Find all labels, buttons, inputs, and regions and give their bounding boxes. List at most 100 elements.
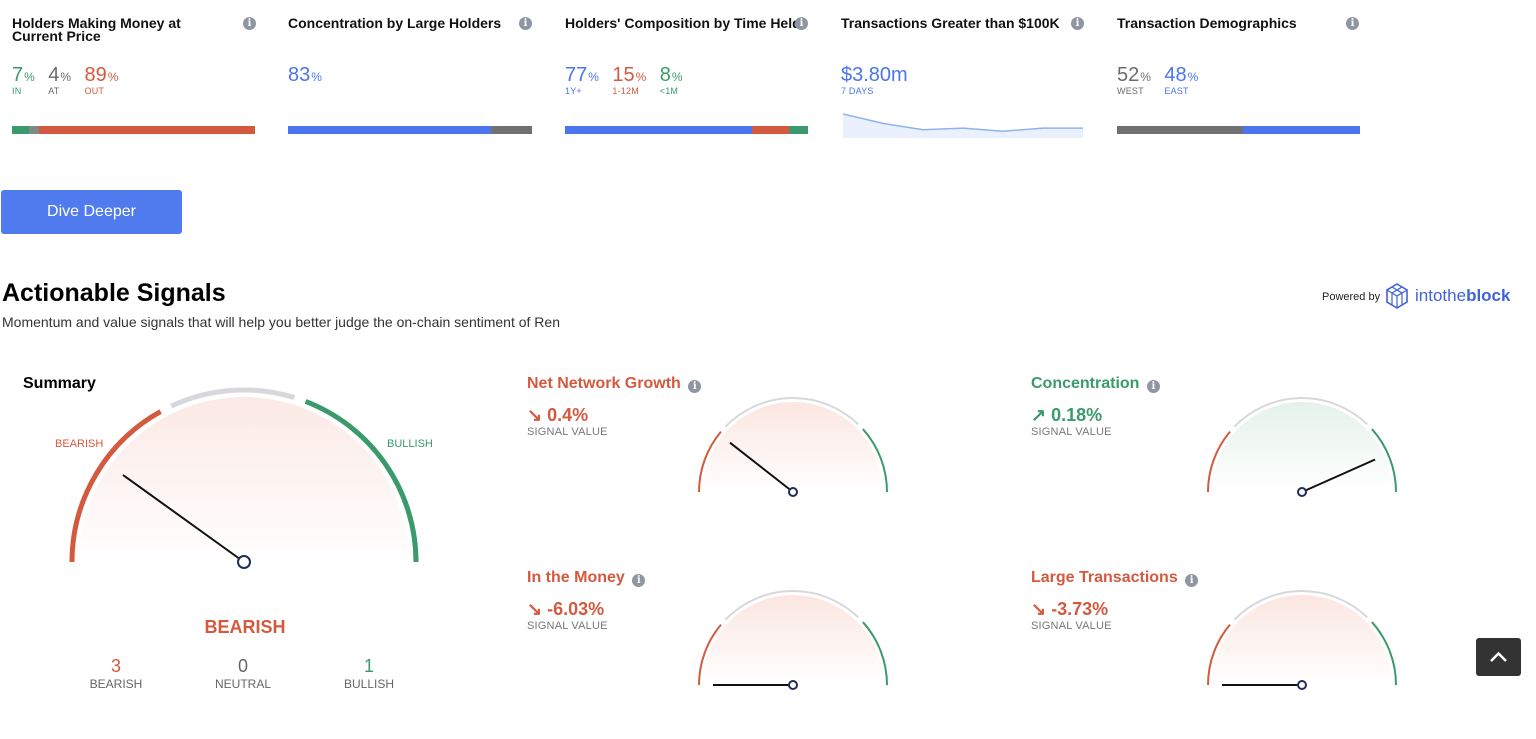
- signal-gauge: [698, 590, 889, 690]
- stat-west: 52% WEST: [1117, 64, 1151, 96]
- info-icon[interactable]: i: [1146, 380, 1160, 393]
- powered-by-label: Powered by: [1322, 291, 1381, 303]
- gauge-needle: [122, 474, 245, 563]
- gauge-arc-bearish: [698, 430, 722, 493]
- stats-row: 83%: [288, 64, 532, 86]
- signal-value: ↘ 0.4%: [527, 405, 589, 425]
- arrow-up-right-icon: ↗: [1031, 405, 1047, 425]
- bar-segment-in: [12, 126, 29, 134]
- gauge-background: [703, 595, 883, 685]
- gauge-pivot: [237, 555, 251, 569]
- arrow-down-right-icon: ↘: [1031, 599, 1047, 619]
- bar-segment-1-12m: [752, 126, 789, 134]
- bar-segment-rest: [490, 126, 532, 134]
- dive-deeper-button[interactable]: Dive Deeper: [1, 190, 182, 234]
- info-icon[interactable]: i: [519, 17, 532, 30]
- stats-row: 52% WEST 48% EAST: [1117, 64, 1361, 96]
- sparkline-area: [843, 114, 1083, 138]
- gauge-arc-bearish: [698, 623, 722, 686]
- signal-concentration: Concentration i ↗ 0.18% SIGNAL VALUE: [1031, 375, 1160, 438]
- signal-value: ↘ -3.73%: [1031, 599, 1109, 619]
- gauge-arc-neutral: [170, 387, 296, 409]
- gauge-arc-bearish: [1207, 430, 1231, 493]
- bar-segment-out: [38, 126, 255, 134]
- bar-segment-east: [1243, 126, 1360, 134]
- distribution-bar: [565, 126, 808, 134]
- distribution-bar: [12, 126, 255, 134]
- gauge-background: [79, 397, 409, 562]
- gauge-background: [703, 402, 883, 492]
- summary-title: Summary: [23, 375, 96, 392]
- gauge-arc-bullish: [1371, 621, 1398, 686]
- card-transactions-100k: Transactions Greater than $100K i $3.80m…: [841, 16, 1085, 96]
- stats-row: 77% 1Y+ 15% 1-12M 8% <1M: [565, 64, 809, 96]
- gauge-background: [1212, 595, 1392, 685]
- stat-east: 48% EAST: [1164, 64, 1199, 96]
- gauge-needle: [729, 441, 794, 493]
- section-title: Actionable Signals: [2, 279, 226, 307]
- scroll-top-button[interactable]: [1476, 638, 1521, 676]
- gauge-arc-neutral: [1233, 397, 1368, 428]
- signal-title: Concentration: [1031, 375, 1140, 392]
- stat-at: 4% AT: [48, 64, 72, 96]
- card-transaction-demographics: Transaction Demographics i 52% WEST 48% …: [1117, 15, 1361, 96]
- gauge-arc-bullish: [862, 621, 889, 686]
- stats-row: 7% IN 4% AT 89% OUT: [12, 64, 256, 96]
- bar-segment-large: [288, 126, 491, 134]
- signal-in-the-money: In the Money i ↘ -6.03% SIGNAL VALUE: [527, 569, 646, 632]
- card-holders-composition: Holders' Composition by Time Held i 77% …: [565, 15, 809, 96]
- gauge-arc-bullish: [304, 399, 419, 563]
- signal-gauge: [1207, 590, 1398, 690]
- gauge-arc-bearish: [1207, 623, 1231, 686]
- stat-1m: 8% <1M: [659, 64, 683, 96]
- info-icon[interactable]: i: [632, 574, 646, 587]
- card-holders-making-money: Holders Making Money at Current Price i …: [12, 15, 256, 96]
- signal-value-label: SIGNAL VALUE: [527, 426, 608, 438]
- card-title: Concentration by Large Holders: [288, 15, 502, 31]
- signal-title: Large Transactions: [1031, 569, 1178, 586]
- bearish-label: BEARISH: [55, 438, 104, 450]
- card-title: Holders Making Money at Current Price: [12, 15, 181, 44]
- stat-large-holders: 83%: [288, 64, 322, 86]
- distribution-bar: [288, 126, 532, 134]
- gauge-pivot: [1297, 487, 1307, 497]
- info-icon[interactable]: i: [243, 17, 256, 30]
- summary-result: BEARISH: [204, 617, 286, 637]
- info-icon[interactable]: i: [1185, 574, 1199, 587]
- bar-segment-at: [29, 126, 39, 134]
- gauge-arc-bearish: [69, 409, 162, 563]
- info-icon[interactable]: i: [1071, 17, 1084, 30]
- signal-gauge: [698, 397, 889, 497]
- gauge-arc-bullish: [1371, 428, 1398, 493]
- gauge-arc-neutral: [1233, 590, 1368, 621]
- info-icon[interactable]: i: [795, 17, 808, 30]
- sparkline-chart: [843, 113, 1083, 138]
- arrow-down-right-icon: ↘: [527, 405, 543, 425]
- gauge-pivot: [1297, 680, 1307, 690]
- count-bullish: 1 BULLISH: [343, 656, 395, 691]
- distribution-bar: [1117, 126, 1360, 134]
- arrow-down-right-icon: ↘: [527, 599, 543, 619]
- intotheblock-cube-icon: [1386, 283, 1408, 309]
- transactions-period: 7 DAYS: [841, 86, 874, 96]
- signal-value-label: SIGNAL VALUE: [1031, 426, 1112, 438]
- gauge-background: [1212, 402, 1392, 492]
- count-neutral: 0 NEUTRAL: [214, 656, 271, 691]
- info-icon[interactable]: i: [1346, 17, 1359, 30]
- bullish-label: BULLISH: [387, 438, 433, 450]
- gauge-arc-neutral: [724, 590, 859, 621]
- info-icon[interactable]: i: [688, 380, 702, 393]
- gauge-needle: [1301, 458, 1376, 493]
- intotheblock-logo-text[interactable]: intotheblock: [1415, 286, 1511, 305]
- card-title: Holders' Composition by Time Held: [565, 15, 801, 31]
- stat-in: 7% IN: [12, 64, 35, 96]
- stat-out: 89% OUT: [84, 64, 119, 96]
- signal-title: Net Network Growth: [527, 375, 681, 392]
- section-subtitle: Momentum and value signals that will hel…: [2, 314, 560, 330]
- chevron-up-icon: [1490, 651, 1507, 662]
- gauge-arc-neutral: [724, 397, 859, 428]
- stat-1-12m: 15% 1-12M: [612, 64, 647, 96]
- card-title: Transaction Demographics: [1117, 15, 1297, 31]
- signal-title: In the Money: [527, 569, 625, 586]
- signal-gauge: [1207, 397, 1398, 497]
